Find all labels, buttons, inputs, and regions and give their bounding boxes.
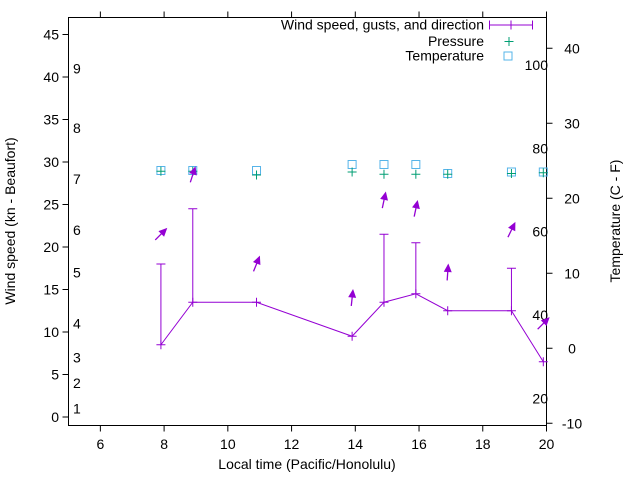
wind-direction-arrow: [537, 317, 550, 330]
pressure-marker: [506, 169, 516, 178]
x-tick-label: 18: [475, 436, 491, 452]
wind-point-marker: [188, 297, 198, 307]
beaufort-label: 8: [73, 120, 81, 136]
fahrenheit-label: 40: [532, 307, 548, 323]
pressure-marker: [411, 169, 421, 179]
fahrenheit-scale-labels: 20 40 60 80 100: [525, 57, 549, 406]
wind-direction-arrow: [380, 191, 388, 209]
c-tick-label: 0: [568, 340, 576, 356]
wind-direction-arrow: [189, 166, 197, 183]
pressure-series: [156, 166, 548, 180]
kn-tick-label: 10: [43, 324, 59, 340]
temperature-marker: [411, 160, 421, 169]
x-tick-label: 14: [348, 436, 364, 452]
wind-direction-arrow: [154, 227, 168, 241]
legend-label-temperature: Temperature: [405, 48, 484, 64]
beaufort-label: 7: [73, 171, 81, 187]
y-axis-left-title: Wind speed (kn - Beaufort): [2, 137, 18, 304]
x-tick-label: 12: [284, 436, 300, 452]
wind-direction-arrow: [252, 255, 261, 272]
wind-point-marker: [443, 306, 453, 316]
kn-tick-label: 0: [51, 409, 59, 425]
beaufort-label: 9: [73, 61, 81, 77]
pressure-marker: [252, 170, 262, 180]
x-tick-label: 16: [411, 436, 427, 452]
wind-direction-arrow: [507, 221, 516, 238]
x-tick-label: 20: [539, 436, 555, 452]
wind-point-marker: [252, 297, 262, 307]
wind-point-marker: [347, 331, 357, 341]
x-tick-label: 10: [220, 436, 236, 452]
beaufort-label: 2: [73, 375, 81, 391]
kn-tick-label: 5: [51, 367, 59, 383]
beaufort-label: 4: [73, 316, 81, 332]
x-tick-label: 6: [96, 436, 104, 452]
x-axis-ticks: 6 8 10 12 14 16 18 20: [96, 11, 555, 452]
wind-direction-arrow: [443, 263, 452, 281]
fahrenheit-label: 60: [532, 224, 548, 240]
beaufort-label: 1: [73, 401, 81, 417]
wind-point-marker: [379, 297, 389, 307]
c-tick-label: 30: [564, 115, 580, 131]
wind-point-marker: [506, 306, 516, 316]
pressure-marker: [379, 169, 389, 179]
temperature-marker: [379, 160, 389, 169]
plot-border: [68, 17, 547, 426]
kn-tick-label: 45: [43, 27, 59, 43]
beaufort-label: 5: [73, 265, 81, 281]
fahrenheit-label: 20: [532, 390, 548, 406]
wind-point-marker: [538, 357, 548, 367]
legend-label-wind: Wind speed, gusts, and direction: [281, 17, 484, 33]
legend-label-pressure: Pressure: [428, 33, 484, 49]
kn-tick-label: 15: [43, 282, 59, 298]
c-tick-label: 10: [564, 265, 580, 281]
pressure-marker: [538, 168, 548, 178]
legend-sample-wind-point: [506, 20, 516, 30]
fahrenheit-label: 100: [525, 57, 549, 73]
temp-axis-ticks: -10 0 10 20 30 40: [546, 40, 582, 431]
y-axis-right-title: Temperature (C - F): [607, 160, 623, 283]
wind-point-marker: [411, 289, 421, 299]
wind-direction-arrow: [348, 289, 357, 307]
c-tick-label: 20: [564, 190, 580, 206]
x-axis-title: Local time (Pacific/Honolulu): [218, 456, 395, 472]
pressure-marker: [347, 167, 357, 177]
legend-marker-pressure: [504, 37, 514, 46]
kn-tick-label: 30: [43, 154, 59, 170]
c-tick-label: -10: [562, 415, 582, 431]
temperature-marker: [347, 160, 357, 169]
pressure-marker: [443, 169, 453, 179]
kn-tick-label: 35: [43, 112, 59, 128]
beaufort-label: 3: [73, 350, 81, 366]
kn-tick-label: 40: [43, 69, 59, 85]
kn-tick-label: 25: [43, 197, 59, 213]
x-tick-label: 8: [160, 436, 168, 452]
kn-tick-label: 20: [43, 239, 59, 255]
wind-point-marker: [156, 340, 166, 350]
beaufort-label: 6: [73, 222, 81, 238]
c-tick-label: 40: [564, 40, 580, 56]
wind-series: [154, 166, 550, 367]
pressure-marker: [156, 166, 166, 176]
legend-marker-temperature: [503, 51, 513, 61]
beaufort-scale-labels: 1 2 3 4 5 6 7 8 9: [73, 61, 81, 417]
legend: Wind speed, gusts, and directionPressure…: [281, 17, 533, 64]
fahrenheit-label: 80: [532, 140, 548, 156]
wind-axis-ticks: 0 5 10 15 20 25 30 35 40 45: [43, 27, 69, 425]
wind-direction-arrow: [412, 199, 420, 217]
